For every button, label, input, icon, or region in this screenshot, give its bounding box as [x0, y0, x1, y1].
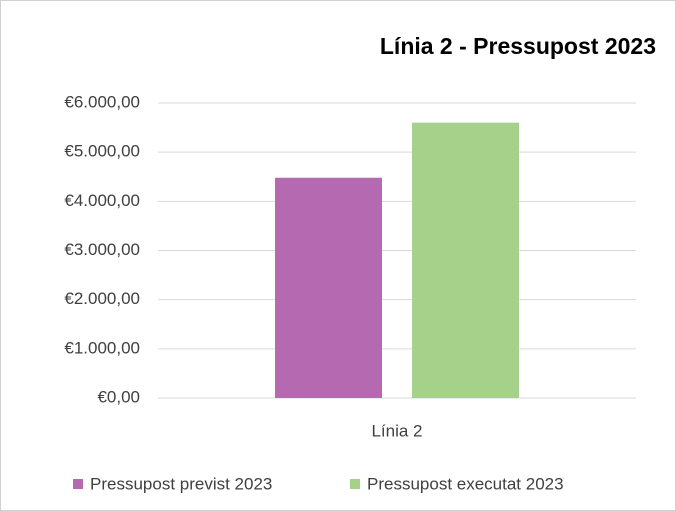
y-tick-label: €4.000,00: [64, 191, 140, 210]
bar: [412, 122, 519, 399]
y-tick-label: €6.000,00: [64, 92, 140, 111]
legend-swatch: [350, 479, 360, 489]
y-tick-label: €2.000,00: [64, 289, 140, 308]
y-tick-label: €0,00: [97, 387, 140, 406]
legend-swatch: [73, 479, 83, 489]
y-tick-label: €3.000,00: [64, 240, 140, 259]
bar: [275, 177, 382, 398]
legend-label: Pressupost previst 2023: [90, 474, 272, 493]
chart-title: Línia 2 - Pressupost 2023: [380, 33, 656, 59]
y-tick-label: €1.000,00: [64, 338, 140, 357]
legend-label: Pressupost executat 2023: [367, 474, 564, 493]
x-tick-label: Línia 2: [371, 421, 422, 440]
y-tick-label: €5.000,00: [64, 142, 140, 161]
